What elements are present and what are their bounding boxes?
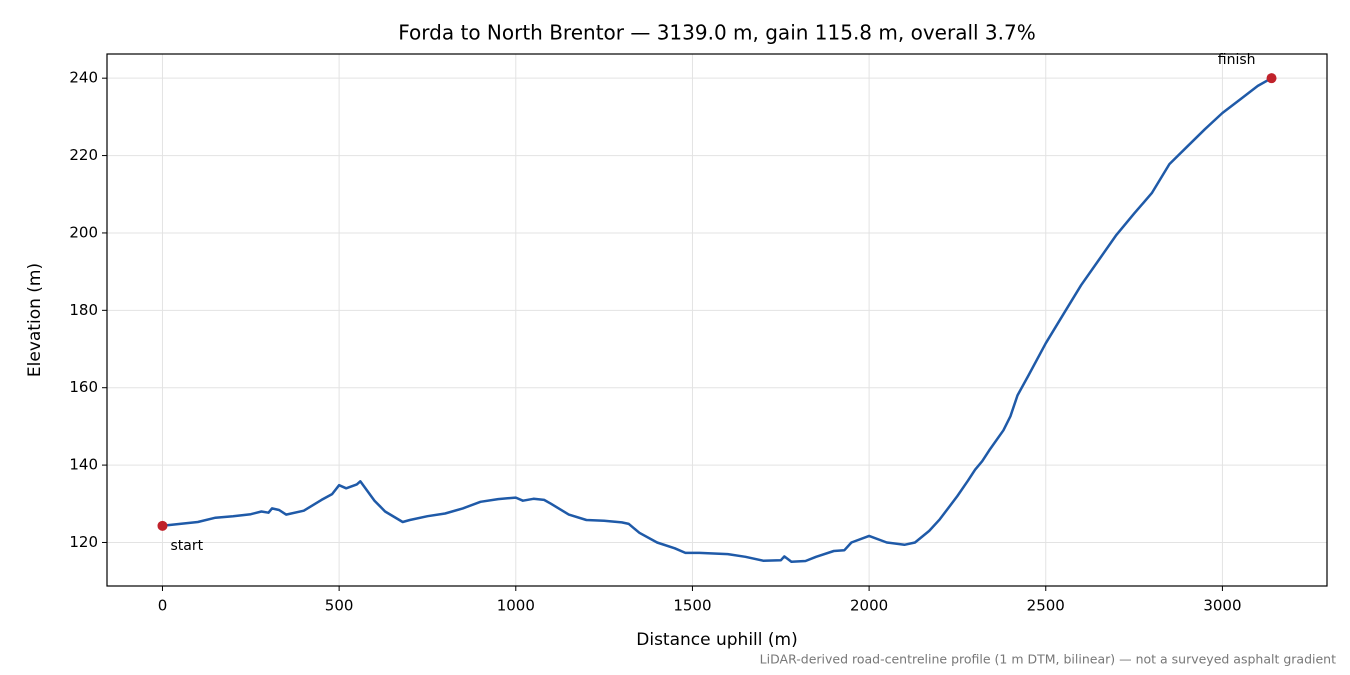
x-tick-label: 2500 <box>1027 597 1065 615</box>
marker-label: start <box>170 538 203 554</box>
x-tick-label: 0 <box>158 597 168 615</box>
endpoint-marker <box>1266 73 1277 84</box>
y-tick-label: 120 <box>69 533 98 551</box>
y-tick-label: 180 <box>69 301 98 319</box>
x-tick-label: 500 <box>325 597 354 615</box>
x-tick-label: 1000 <box>497 597 535 615</box>
x-tick-label: 1500 <box>673 597 711 615</box>
y-tick-label: 140 <box>69 456 98 474</box>
y-tick-label: 200 <box>69 223 98 241</box>
x-axis-label: Distance uphill (m) <box>636 630 797 650</box>
y-axis-label: Elevation (m) <box>25 263 45 377</box>
y-tick-label: 160 <box>69 378 98 396</box>
marker-label: finish <box>1218 52 1256 68</box>
footnote: LiDAR-derived road-centreline profile (1… <box>760 652 1336 667</box>
y-tick-label: 240 <box>69 69 98 87</box>
chart-title: Forda to North Brentor — 3139.0 m, gain … <box>398 21 1035 45</box>
x-tick-label: 2000 <box>850 597 888 615</box>
plot-frame <box>106 53 1328 587</box>
y-tick-label: 220 <box>69 146 98 164</box>
elevation-line <box>162 77 1273 564</box>
endpoint-marker <box>157 520 168 531</box>
x-tick-label: 3000 <box>1203 597 1241 615</box>
